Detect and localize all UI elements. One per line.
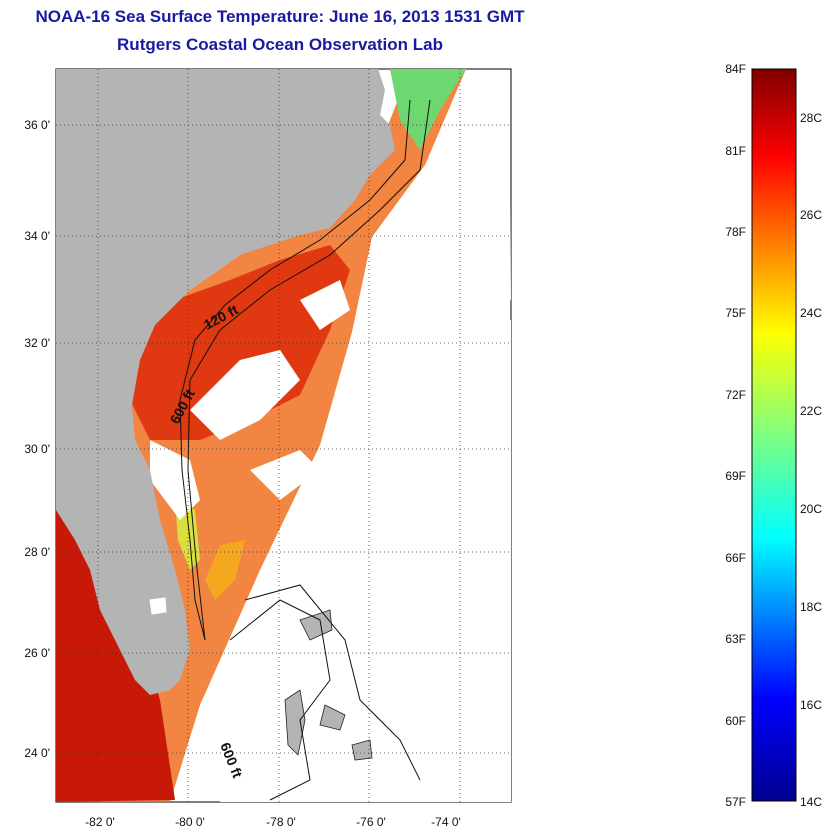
colorbar-label-f: 69F: [725, 469, 746, 483]
lon-tick: -78 0': [266, 815, 296, 829]
colorbar-label-c: 14C: [800, 795, 822, 809]
lat-tick: 26 0': [24, 646, 50, 660]
lat-tick: 30 0': [24, 442, 50, 456]
colorbar-label-f: 78F: [725, 225, 746, 239]
colorbar-label-c: 22C: [800, 404, 822, 418]
cloud-gaps: [150, 100, 511, 802]
colorbar-label-c: 16C: [800, 698, 822, 712]
colorbar-label-f: 57F: [725, 795, 746, 809]
lake-okeechobee: [149, 597, 167, 615]
colorbar-label-c: 18C: [800, 600, 822, 614]
lon-tick: -82 0': [85, 815, 115, 829]
map-title: NOAA-16 Sea Surface Temperature: June 16…: [35, 7, 525, 26]
lat-tick: 36 0': [24, 118, 50, 132]
colorbar-label-f: 63F: [725, 632, 746, 646]
lon-tick: -76 0': [356, 815, 386, 829]
colorbar: [751, 68, 797, 802]
map-subtitle: Rutgers Coastal Ocean Observation Lab: [117, 35, 443, 54]
colorbar-label-f: 72F: [725, 388, 746, 402]
land-mass: [56, 69, 395, 695]
lon-tick: -80 0': [175, 815, 205, 829]
lat-tick: 32 0': [24, 336, 50, 350]
latitude-axis: 36 0' 34 0' 32 0' 30 0' 28 0' 26 0' 24 0…: [24, 118, 50, 760]
colorbar-label-c: 24C: [800, 306, 822, 320]
colorbar-label-c: 28C: [800, 111, 822, 125]
colorbar-label-f: 84F: [725, 62, 746, 76]
colorbar-celsius-labels: 28C 26C 24C 22C 20C 18C 16C 14C: [800, 111, 822, 809]
lat-tick: 28 0': [24, 545, 50, 559]
colorbar-label-f: 75F: [725, 306, 746, 320]
colorbar-label-c: 26C: [800, 208, 822, 222]
colorbar-fahrenheit-labels: 84F 81F 78F 75F 72F 69F 66F 63F 60F 57F: [725, 62, 746, 809]
bahamas: [284, 609, 373, 761]
lat-tick: 34 0': [24, 229, 50, 243]
longitude-axis: -82 0' -80 0' -78 0' -76 0' -74 0': [85, 815, 461, 829]
lon-tick: -74 0': [431, 815, 461, 829]
depth-contours: [179, 99, 431, 801]
colorbar-label-f: 81F: [725, 144, 746, 158]
colorbar-label-c: 20C: [800, 502, 822, 516]
colorbar-label-f: 66F: [725, 551, 746, 565]
colorbar-label-f: 60F: [725, 714, 746, 728]
lat-tick: 24 0': [24, 746, 50, 760]
